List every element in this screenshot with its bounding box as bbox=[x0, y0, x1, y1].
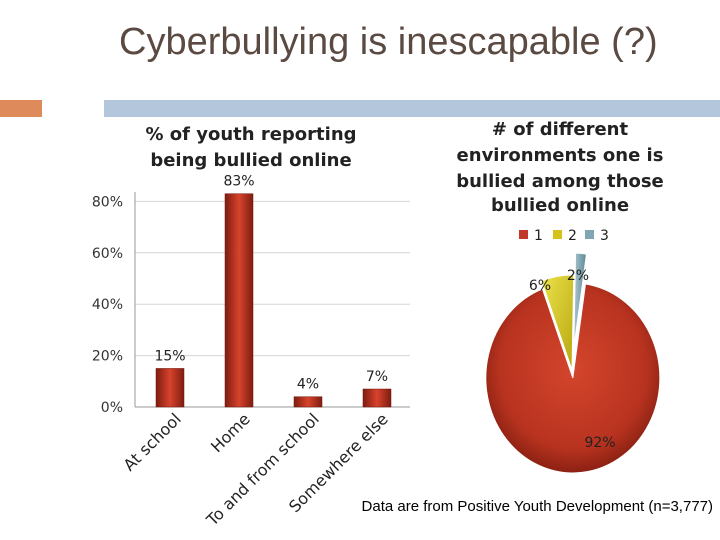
bar-chart-title-line-1: % of youth reporting bbox=[145, 124, 356, 145]
bar bbox=[224, 193, 254, 408]
bar-value-labels: 15% 83% 4% 7% bbox=[154, 174, 388, 393]
pie-value-label: 6% bbox=[529, 278, 551, 294]
bar bbox=[155, 368, 185, 408]
pie-value-label: 2% bbox=[567, 268, 589, 284]
title-accent-bar-blue bbox=[104, 100, 720, 117]
legend-swatch bbox=[519, 230, 528, 239]
pie-slice bbox=[540, 274, 575, 371]
bar bbox=[293, 396, 323, 408]
y-tick-label: 40% bbox=[92, 297, 123, 313]
y-tick-label: 0% bbox=[101, 400, 123, 416]
pie-chart: # of different environments one is bulli… bbox=[456, 119, 664, 474]
bar-y-ticks: 0% 20% 40% 60% 80% bbox=[92, 194, 123, 416]
bar-value-label: 83% bbox=[223, 174, 254, 190]
y-tick-label: 80% bbox=[92, 194, 123, 210]
pie-slice bbox=[485, 283, 661, 474]
slide-title: Cyberbullying is inescapable (?) bbox=[119, 21, 658, 63]
category-label: At school bbox=[120, 409, 185, 474]
pie-value-label: 92% bbox=[584, 435, 615, 451]
legend-swatch bbox=[585, 230, 594, 239]
bar-chart: % of youth reporting being bullied onlin… bbox=[92, 124, 410, 530]
bar-value-label: 7% bbox=[366, 369, 388, 385]
legend-label: 3 bbox=[600, 228, 609, 244]
legend-label: 1 bbox=[534, 228, 543, 244]
source-note: Data are from Positive Youth Development… bbox=[361, 498, 713, 515]
bar-bars bbox=[155, 193, 392, 408]
pie-value-labels: 2% 92% 6% bbox=[529, 268, 616, 451]
legend-label: 2 bbox=[568, 228, 577, 244]
category-label: Home bbox=[207, 409, 254, 456]
bar-value-label: 15% bbox=[154, 348, 185, 364]
pie-chart-title-line-4: bullied online bbox=[491, 195, 629, 216]
y-tick-label: 20% bbox=[92, 349, 123, 365]
pie-chart-title-line-3: bullied among those bbox=[456, 171, 664, 192]
bar bbox=[362, 388, 392, 408]
bar-chart-title-line-2: being bullied online bbox=[150, 150, 351, 171]
pie-chart-title-line-2: environments one is bbox=[457, 145, 664, 166]
title-accent-bar-orange bbox=[0, 100, 42, 117]
category-label: To and from school bbox=[202, 409, 323, 530]
y-tick-label: 60% bbox=[92, 246, 123, 262]
pie-legend: 1 2 3 bbox=[519, 228, 609, 244]
legend-swatch bbox=[553, 230, 562, 239]
bar-value-label: 4% bbox=[297, 377, 319, 393]
pie-slices bbox=[485, 252, 661, 474]
pie-chart-title-line-1: # of different bbox=[492, 119, 629, 140]
pie-slice bbox=[573, 252, 588, 349]
